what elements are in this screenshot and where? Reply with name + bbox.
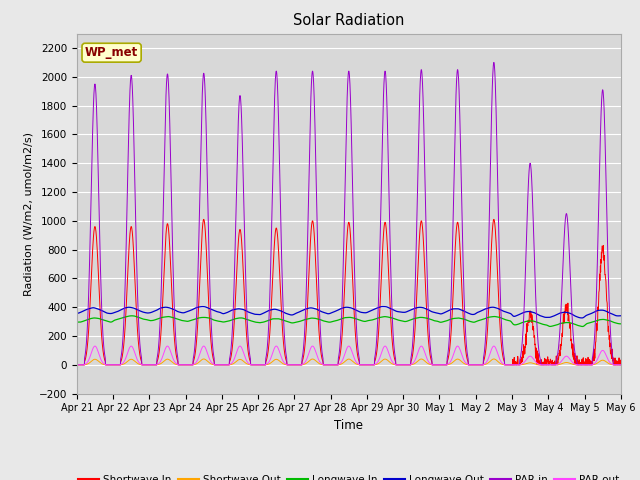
Line: PAR out: PAR out (77, 346, 621, 365)
Shortwave In (365, 362, 372, 368)
PAR in (225, 362, 232, 368)
Shortwave In (376, 295, 384, 301)
Longwave Out (73, 311, 81, 316)
PAR in (376, 235, 384, 241)
PAR in (490, 60, 498, 65)
Line: Longwave In: Longwave In (77, 316, 621, 326)
Shortwave Out (569, 361, 577, 367)
Longwave Out (617, 313, 625, 319)
Shortwave In (225, 362, 232, 368)
PAR out (91, 343, 99, 349)
Shortwave In (569, 342, 577, 348)
PAR out (225, 362, 232, 368)
Shortwave In (200, 216, 207, 222)
Longwave Out (507, 311, 515, 317)
Shortwave In (617, 362, 625, 368)
Longwave Out (225, 309, 232, 315)
Line: Shortwave In: Shortwave In (77, 219, 621, 365)
Longwave Out (365, 309, 372, 315)
Longwave Out (584, 312, 592, 318)
Line: Longwave Out: Longwave Out (77, 307, 621, 318)
Shortwave Out (365, 362, 372, 368)
Longwave In (579, 324, 586, 329)
Longwave Out (379, 304, 387, 310)
Longwave In (73, 319, 81, 325)
Longwave In (128, 313, 136, 319)
Shortwave Out (376, 359, 384, 365)
PAR in (584, 362, 592, 368)
Longwave In (569, 321, 577, 326)
Legend: Shortwave In, Shortwave Out, Longwave In, Longwave Out, PAR in, PAR out: Shortwave In, Shortwave Out, Longwave In… (74, 471, 623, 480)
PAR out (365, 362, 372, 368)
Title: Solar Radiation: Solar Radiation (293, 13, 404, 28)
Line: PAR in: PAR in (77, 62, 621, 365)
Y-axis label: Radiation (W/m2, umol/m2/s): Radiation (W/m2, umol/m2/s) (23, 132, 33, 296)
Shortwave Out (225, 362, 232, 368)
Shortwave Out (617, 362, 625, 368)
PAR in (507, 362, 515, 368)
Text: WP_met: WP_met (85, 46, 138, 59)
Longwave In (225, 318, 232, 324)
Line: Shortwave Out: Shortwave Out (77, 359, 621, 365)
PAR in (365, 362, 372, 368)
Longwave Out (376, 304, 384, 310)
Longwave Out (578, 315, 586, 321)
PAR out (376, 353, 384, 359)
PAR out (584, 362, 592, 368)
PAR out (507, 362, 515, 368)
PAR in (617, 362, 625, 368)
Longwave In (584, 320, 592, 326)
Shortwave In (507, 362, 515, 368)
Longwave In (617, 321, 625, 327)
Longwave Out (569, 312, 577, 318)
Longwave In (376, 314, 384, 320)
Shortwave Out (73, 362, 81, 368)
Longwave In (507, 319, 515, 324)
PAR out (569, 360, 577, 366)
PAR in (569, 328, 577, 334)
Shortwave In (584, 354, 592, 360)
Shortwave Out (507, 362, 515, 368)
PAR in (73, 362, 81, 368)
Longwave In (365, 318, 372, 324)
X-axis label: Time: Time (334, 419, 364, 432)
PAR out (617, 362, 625, 368)
Shortwave In (73, 362, 81, 368)
PAR out (73, 362, 81, 368)
Shortwave Out (584, 362, 592, 368)
Shortwave Out (200, 356, 207, 362)
